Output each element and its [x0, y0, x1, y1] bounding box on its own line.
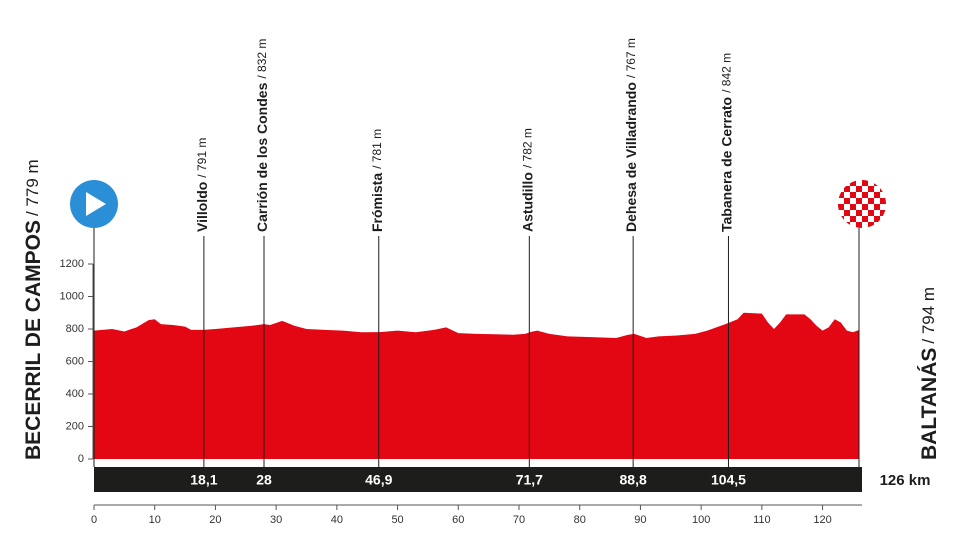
y-tick-label: 1200	[60, 258, 84, 270]
y-tick-label: 600	[66, 355, 84, 367]
waypoint-label-elevation: / 767 m	[624, 38, 638, 78]
x-tick-label: 50	[391, 514, 403, 526]
waypoint-label-name: Frómista	[368, 173, 384, 232]
y-tick-label: 1000	[60, 290, 84, 302]
x-tick-label: 60	[452, 514, 464, 526]
start-label-name: BECERRIL DE CAMPOS	[22, 220, 45, 460]
finish-icon	[838, 180, 886, 228]
waypoint-label-name: Villoldo	[194, 182, 210, 232]
y-tick-label: 0	[78, 453, 84, 465]
x-tick-label: 90	[634, 514, 646, 526]
waypoint-km: 104,5	[711, 472, 746, 488]
waypoint-label-name: Astudillo	[519, 172, 535, 232]
waypoint-label-elevation: / 832 m	[255, 39, 269, 79]
x-tick-label: 70	[513, 514, 525, 526]
waypoint-label: Villoldo / 791 m	[194, 138, 210, 232]
waypoint-label: Dehesa de Villadrando / 767 m	[623, 38, 639, 232]
x-tick-label: 100	[692, 514, 710, 526]
y-tick-label: 400	[66, 388, 84, 400]
waypoint-label-elevation: / 782 m	[520, 128, 534, 168]
waypoint-km: 71,7	[516, 472, 543, 488]
x-tick-label: 10	[149, 514, 161, 526]
finish-label-name: BALTANÁS	[918, 348, 941, 460]
waypoint-label: Carrión de los Condes / 832 m	[254, 39, 270, 232]
waypoint-label-name: Carrión de los Condes	[254, 82, 270, 232]
start-icon-arrow	[86, 192, 106, 216]
waypoint-label: Astudillo / 782 m	[519, 128, 535, 232]
x-tick-label: 120	[813, 514, 831, 526]
x-tick-label: 30	[270, 514, 282, 526]
waypoint-label-name: Dehesa de Villadrando	[623, 82, 639, 232]
x-tick-label: 40	[331, 514, 343, 526]
finish-label-elevation: / 794 m	[919, 287, 938, 344]
start-label: BECERRIL DE CAMPOS / 779 m	[22, 159, 45, 460]
x-tick-label: 20	[209, 514, 221, 526]
waypoint-label-elevation: / 781 m	[370, 129, 384, 169]
waypoint-km: 46,9	[365, 472, 392, 488]
waypoint-label-elevation: / 842 m	[720, 53, 734, 93]
distance-bar	[94, 467, 862, 492]
waypoint-km: 18,1	[190, 472, 217, 488]
waypoint-label: Frómista / 781 m	[368, 129, 384, 232]
waypoint-label: Tabanera de Cerrato / 842 m	[718, 53, 734, 232]
x-tick-label: 80	[574, 514, 586, 526]
waypoint-label-name: Tabanera de Cerrato	[718, 97, 734, 232]
y-tick-label: 200	[66, 420, 84, 432]
x-tick-label: 110	[753, 514, 771, 526]
finish-label: BALTANÁS / 794 m	[918, 287, 941, 460]
waypoint-km: 88,8	[620, 472, 647, 488]
elevation-area	[94, 312, 859, 459]
start-label-elevation: / 779 m	[23, 159, 42, 216]
y-tick-label: 800	[66, 323, 84, 335]
waypoint-label-elevation: / 791 m	[195, 138, 209, 178]
waypoint-km: 28	[256, 472, 272, 488]
total-distance: 126 km	[880, 472, 931, 489]
x-tick-label: 0	[91, 514, 97, 526]
